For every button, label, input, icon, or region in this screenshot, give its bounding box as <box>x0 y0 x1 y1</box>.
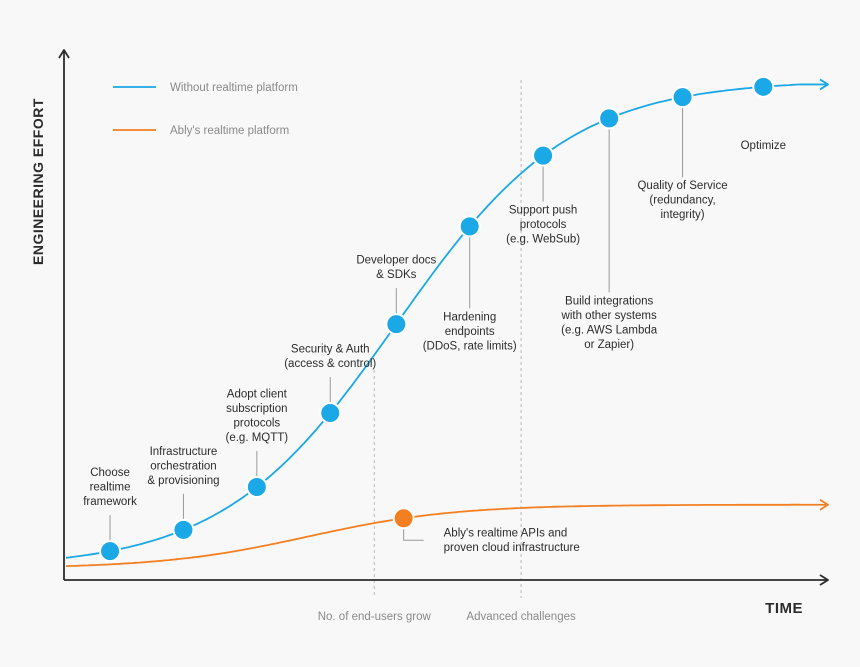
annotation-security-auth-access-control: Security & Auth (access & control) <box>284 344 376 371</box>
point-layer <box>99 75 775 563</box>
annotation-line: endpoints <box>445 326 495 338</box>
annotation-line: (DDoS, rate limits) <box>423 340 517 352</box>
legend-label-without-realtime-platform: Without realtime platform <box>170 82 298 94</box>
annotation-line: (redundancy, <box>649 195 715 207</box>
annotation-line: & SDKs <box>376 269 417 281</box>
data-point-build-integrations-with-other-systems-e-g-aws-lambda-or-zapier <box>598 107 621 130</box>
leader-ably-s-realtime-apis-and-proven-cloud-infrastructure <box>403 528 424 541</box>
series-line-ably-s-realtime-platform <box>65 503 800 567</box>
annotation-line: protocols <box>520 219 567 231</box>
annotation-choose-realtime-framework: Choose realtime framework <box>83 467 137 508</box>
annotation-line: Support push <box>509 205 577 217</box>
annotation-line: Infrastructure <box>150 446 218 458</box>
data-point-security-auth-access-control <box>319 402 342 425</box>
y-axis-arrow-icon <box>58 49 70 59</box>
annotation-line: or Zapier) <box>584 339 634 351</box>
annotation-line: Security & Auth <box>291 344 370 356</box>
data-point-choose-realtime-framework <box>99 540 122 563</box>
annotation-line: realtime <box>90 482 131 494</box>
annotation-line: Developer docs <box>356 255 436 267</box>
marker-layer: No. of end-users grow Advanced challenges <box>318 80 576 623</box>
data-point-ably-s-realtime-apis-and-proven-cloud-infrastructure <box>392 507 415 530</box>
leader-layer <box>109 107 684 542</box>
annotation-line: Adopt client <box>227 389 288 401</box>
data-point-quality-of-service-redundancy-integrity <box>671 86 694 109</box>
annotation-line: subscription <box>226 403 287 415</box>
data-point-adopt-client-subscription-protocols-e-g-mqtt <box>245 476 268 499</box>
annotation-line: (e.g. MQTT) <box>226 432 289 444</box>
annotation-line: (e.g. AWS Lambda <box>561 324 658 336</box>
series-arrow-icon-without-realtime-platform <box>819 78 829 91</box>
data-point-infrastructure-orchestration-provisioning <box>172 518 195 541</box>
annotation-infrastructure-orchestration-provisioning: Infrastructure orchestration & provisionin… <box>147 446 219 487</box>
annotation-build-integrations-with-other-systems-e-g-aws-lambda-or-zapier: Build integrations with other systems (e.g… <box>561 295 658 351</box>
y-axis-title: ENGINEERING EFFORT <box>30 98 46 265</box>
annotation-line: Ably's realtime APIs and <box>444 527 568 539</box>
annotation-line: framework <box>83 496 137 508</box>
annotation-line: Build integrations <box>565 295 653 307</box>
axes <box>58 49 829 586</box>
guide-label-advanced-challenges: Advanced challenges <box>466 611 576 623</box>
x-axis-arrow-icon <box>819 574 829 586</box>
annotation-ably-s-realtime-apis-and-proven-cloud-infrastructure: Ably's realtime APIs and proven cloud inf… <box>444 527 580 554</box>
legend: Without realtime platform Ably's realtime… <box>113 82 298 137</box>
annotation-line: Quality of Service <box>637 180 727 192</box>
annotation-hardening-endpoints-ddos-rate-limits: Hardening endpoints (DDoS, rate limits) <box>423 311 517 352</box>
annotation-developer-docs-sdks: Developer docs & SDKs <box>356 255 436 282</box>
annotation-line: & provisioning <box>147 475 219 487</box>
annotation-line: orchestration <box>150 460 216 472</box>
annotation-line: Choose <box>90 467 130 479</box>
annotation-line: protocols <box>234 418 281 430</box>
annotation-line: proven cloud infrastructure <box>444 542 580 554</box>
annotation-support-push-protocols-e-g-websub: Support push protocols (e.g. WebSub) <box>506 205 580 246</box>
annotation-line: Optimize <box>741 140 786 152</box>
data-point-hardening-endpoints-ddos-rate-limits <box>458 215 481 238</box>
annotation-line: (access & control) <box>284 358 376 370</box>
guide-label-no-of-end-users-grow: No. of end-users grow <box>318 611 432 623</box>
annotation-quality-of-service-redundancy-integrity: Quality of Service (redundancy, integrity) <box>637 180 727 221</box>
annotation-optimize: Optimize <box>741 140 786 152</box>
annotation-adopt-client-subscription-protocols-e-g-mqtt: Adopt client subscription protocols (e.g. M… <box>226 389 289 445</box>
annotation-line: integrity) <box>661 209 705 221</box>
annotation-line: with other systems <box>561 310 657 322</box>
annotation-layer: Choose realtime framework Infrastructure orc… <box>83 140 786 554</box>
legend-label-ably-s-realtime-platform: Ably's realtime platform <box>170 125 289 137</box>
annotation-line: (e.g. WebSub) <box>506 234 580 246</box>
data-point-support-push-protocols-e-g-websub <box>532 144 555 167</box>
annotation-line: Hardening <box>443 311 496 323</box>
data-point-developer-docs-sdks <box>385 313 408 336</box>
x-axis-title: TIME <box>765 600 803 617</box>
data-point-optimize <box>752 75 775 98</box>
series-arrow-icon-ably-s-realtime-platform <box>819 498 829 511</box>
